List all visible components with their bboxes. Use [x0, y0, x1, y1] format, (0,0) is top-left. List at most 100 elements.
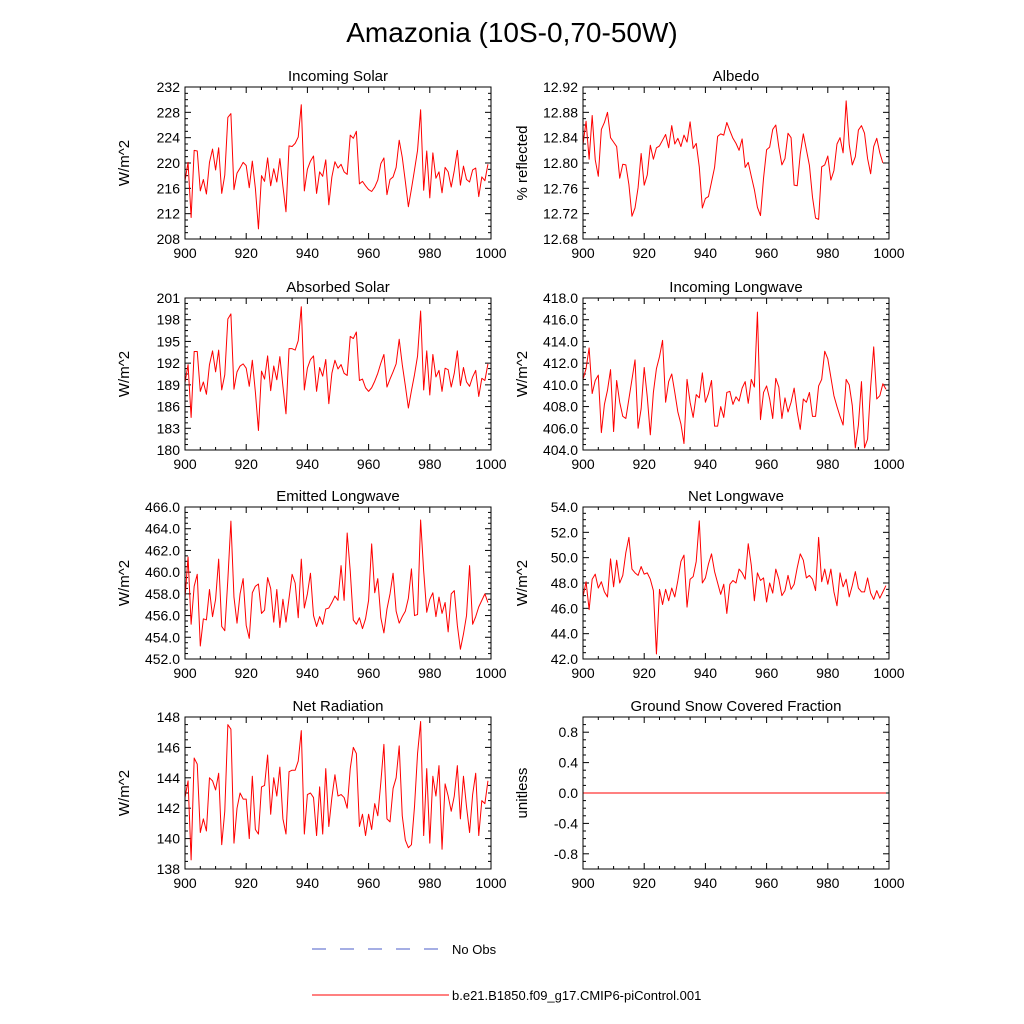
x-tick-label: 980 — [816, 456, 840, 472]
x-tick-label: 940 — [296, 245, 320, 261]
y-tick-label: 46.0 — [551, 600, 578, 616]
y-tick-label: 212 — [157, 206, 181, 222]
plot-frame — [184, 506, 492, 660]
x-tick-label: 940 — [694, 456, 718, 472]
x-tick-label: 1000 — [873, 456, 904, 472]
plot-frame — [582, 716, 890, 870]
y-tick-label: 142 — [157, 800, 181, 816]
x-tick-label: 960 — [357, 456, 381, 472]
x-tick-label: 900 — [571, 245, 595, 261]
x-tick-label: 920 — [633, 875, 657, 891]
legend: No Obs b.e21.B1850.f09_g17.CMIP6-piContr… — [312, 942, 701, 1003]
panel-title: Emitted Longwave — [276, 488, 399, 505]
y-tick-label: 195 — [157, 333, 181, 349]
x-tick-label: 920 — [235, 245, 259, 261]
x-tick-label: 960 — [755, 245, 779, 261]
x-tick-label: 940 — [694, 245, 718, 261]
figure-title: Amazonia (10S-0,70-50W) — [346, 17, 677, 48]
y-axis-label: W/m^2 — [116, 770, 133, 816]
y-tick-label: 50.0 — [551, 550, 578, 566]
x-tick-label: 900 — [173, 875, 197, 891]
panel-title: Net Radiation — [293, 698, 384, 715]
y-tick-label: 183 — [157, 420, 181, 436]
plot-frame — [184, 297, 492, 451]
y-tick-label: 454.0 — [145, 629, 180, 645]
y-tick-label: 12.92 — [543, 79, 578, 95]
y-tick-label: 138 — [157, 861, 181, 877]
x-tick-label: 980 — [816, 665, 840, 681]
y-axis-label: W/m^2 — [514, 560, 531, 606]
y-tick-label: 232 — [157, 79, 181, 95]
y-tick-label: 0.4 — [559, 755, 579, 771]
x-tick-label: 940 — [296, 456, 320, 472]
y-tick-label: 452.0 — [145, 651, 180, 667]
x-tick-label: 980 — [418, 875, 442, 891]
y-tick-label: 404.0 — [543, 442, 578, 458]
x-tick-label: 960 — [755, 665, 779, 681]
x-tick-label: 920 — [235, 875, 259, 891]
y-tick-label: 44.0 — [551, 626, 578, 642]
panel-2: Absorbed Solar W/m^2 900 920 940 960 980 1000 18… — [116, 279, 507, 472]
panel-title: Incoming Longwave — [669, 279, 802, 296]
panel-7: Ground Snow Covered Fraction unitless 900 9… — [514, 698, 905, 891]
y-tick-label: 146 — [157, 739, 181, 755]
y-axis-label: W/m^2 — [116, 351, 133, 397]
y-tick-label: 216 — [157, 180, 181, 196]
x-tick-label: 1000 — [475, 245, 506, 261]
y-tick-label: 408.0 — [543, 399, 578, 415]
series-line-0 — [184, 104, 489, 230]
y-axis-label: W/m^2 — [514, 351, 531, 397]
x-tick-label: 960 — [357, 875, 381, 891]
y-tick-label: 456.0 — [145, 608, 180, 624]
y-tick-label: 416.0 — [543, 312, 578, 328]
y-tick-label: 180 — [157, 442, 181, 458]
panel-1: Albedo % reflected 900 920 940 960 980 1000 12.6… — [514, 68, 905, 261]
x-tick-label: 900 — [571, 875, 595, 891]
panel-grid: Incoming Solar W/m^2 900 920 940 960 980 1000 20… — [116, 68, 905, 891]
x-tick-label: 1000 — [873, 245, 904, 261]
y-axis-label: W/m^2 — [116, 140, 133, 186]
y-tick-label: 54.0 — [551, 499, 578, 515]
y-tick-label: 192 — [157, 355, 181, 371]
plot-frame — [184, 86, 492, 240]
y-tick-label: 458.0 — [145, 586, 180, 602]
y-tick-label: 464.0 — [145, 521, 180, 537]
x-tick-label: 960 — [357, 665, 381, 681]
y-axis-label: unitless — [514, 768, 531, 819]
x-tick-label: 1000 — [873, 665, 904, 681]
x-tick-label: 900 — [173, 456, 197, 472]
y-tick-label: 414.0 — [543, 333, 578, 349]
x-tick-label: 920 — [633, 665, 657, 681]
x-tick-label: 920 — [633, 245, 657, 261]
y-tick-label: 224 — [157, 130, 181, 146]
x-tick-label: 960 — [755, 875, 779, 891]
y-tick-label: 410.0 — [543, 377, 578, 393]
panel-title: Incoming Solar — [288, 68, 388, 85]
y-tick-label: 228 — [157, 104, 181, 120]
x-tick-label: 900 — [173, 245, 197, 261]
x-tick-label: 900 — [571, 665, 595, 681]
y-tick-label: 406.0 — [543, 420, 578, 436]
panel-5: Net Longwave W/m^2 900 920 940 960 980 1000 42.0… — [514, 488, 905, 681]
plot-frame — [582, 297, 890, 451]
series-line-0 — [184, 721, 489, 861]
panel-4: Emitted Longwave W/m^2 900 920 940 960 980 1000… — [116, 488, 507, 681]
x-tick-label: 1000 — [475, 875, 506, 891]
x-tick-label: 920 — [235, 665, 259, 681]
y-tick-label: 208 — [157, 231, 181, 247]
x-tick-label: 920 — [633, 456, 657, 472]
panel-6: Net Radiation W/m^2 900 920 940 960 980 1000 138… — [116, 698, 507, 891]
y-tick-label: 12.68 — [543, 231, 578, 247]
y-tick-label: 12.76 — [543, 180, 578, 196]
panel-3: Incoming Longwave W/m^2 900 920 940 960 980 100… — [514, 279, 905, 472]
y-tick-label: -0.8 — [554, 846, 578, 862]
y-axis-label: % reflected — [514, 125, 531, 200]
y-tick-label: 0.8 — [559, 724, 579, 740]
x-tick-label: 900 — [173, 665, 197, 681]
y-tick-label: 220 — [157, 155, 181, 171]
y-tick-label: 189 — [157, 377, 181, 393]
series-line-0 — [184, 519, 489, 650]
x-tick-label: 940 — [296, 875, 320, 891]
y-tick-label: 12.84 — [543, 130, 578, 146]
